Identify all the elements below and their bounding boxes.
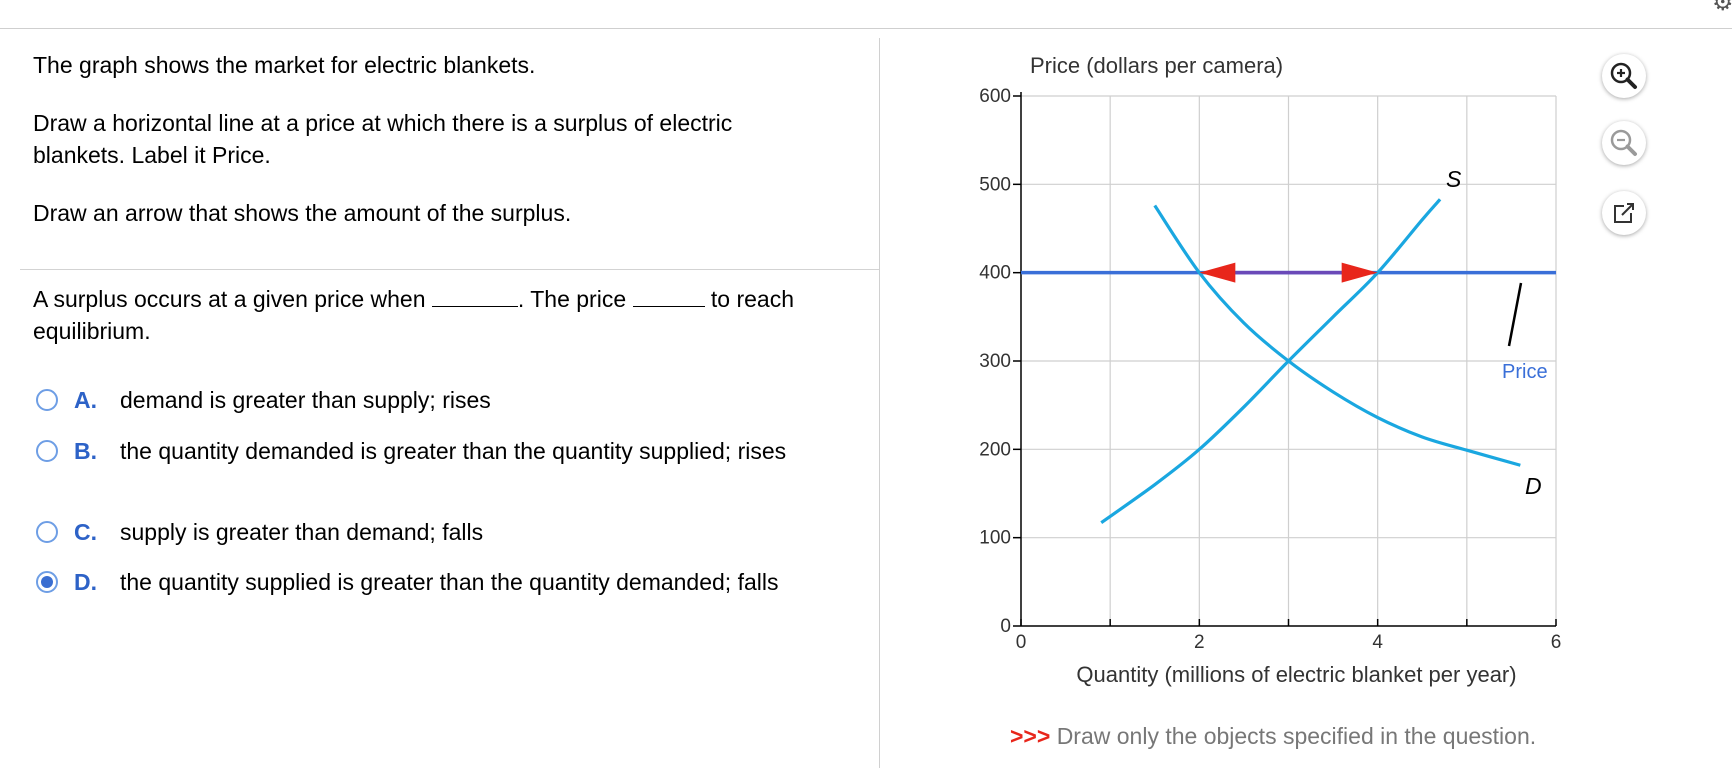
radio-a[interactable] — [36, 389, 58, 411]
radio-d-selected[interactable] — [36, 571, 58, 593]
note-text: Draw only the objects specified in the q… — [1056, 723, 1537, 749]
question-text: A surplus occurs at a given price when .… — [33, 283, 833, 347]
drawing-note: >>> Draw only the objects specified in t… — [1010, 723, 1536, 750]
external-link-icon — [1614, 202, 1635, 223]
blank-1 — [431, 286, 518, 307]
question-part-2: . The price — [517, 286, 627, 312]
y-tick-label: 300 — [979, 351, 1011, 372]
supply-label: S — [1446, 166, 1462, 192]
x-tick-label: 4 — [1372, 632, 1383, 653]
y-tick-label: 400 — [979, 263, 1011, 284]
y-axis-label: Price (dollars per camera) — [1030, 53, 1283, 78]
option-letter: B. — [74, 438, 97, 464]
y-tick-label: 600 — [979, 86, 1011, 107]
option-text: supply is greater than demand; falls — [120, 519, 484, 545]
option-letter: D. — [74, 569, 97, 595]
y-tick-label: 500 — [979, 174, 1011, 195]
x-axis-label: Quantity (millions of electric blanket p… — [1076, 662, 1516, 687]
demand-curve — [1153, 204, 1521, 467]
section-divider — [20, 269, 879, 270]
zoom-out-icon — [1610, 129, 1637, 156]
price-label-leader — [1507, 282, 1523, 347]
instruction-arrow: Draw an arrow that shows the amount of t… — [33, 200, 572, 226]
radio-b[interactable] — [36, 440, 58, 462]
option-text: the quantity supplied is greater than th… — [120, 569, 779, 595]
x-tick-label: 0 — [1016, 632, 1027, 653]
x-tick-label: 6 — [1551, 632, 1562, 653]
surplus-arrowhead-right — [1341, 262, 1378, 283]
price-label: Price — [1502, 361, 1548, 383]
zoom-out-button[interactable] — [1602, 121, 1646, 165]
zoom-in-button[interactable] — [1602, 54, 1646, 98]
question-part-1: A surplus occurs at a given price when — [33, 286, 426, 312]
option-letter: A. — [74, 387, 97, 413]
radio-c[interactable] — [36, 521, 58, 543]
popout-button[interactable] — [1602, 191, 1646, 235]
option-letter: C. — [74, 519, 97, 545]
x-tick-label: 2 — [1194, 632, 1205, 653]
instruction-price-line: Draw a horizontal line at a price at whi… — [33, 110, 733, 168]
y-tick-label: 200 — [979, 439, 1011, 460]
option-text: the quantity demanded is greater than th… — [120, 438, 787, 464]
y-tick-label: 100 — [979, 528, 1011, 549]
gear-icon[interactable]: ⚙ — [1712, 0, 1732, 16]
question-panel: The graph shows the market for electric … — [20, 52, 879, 595]
demand-label: D — [1525, 473, 1542, 499]
zoom-in-icon — [1610, 62, 1637, 89]
panel-divider — [879, 38, 880, 768]
note-marker: >>> — [1010, 723, 1051, 749]
y-tick-label: 0 — [1000, 616, 1011, 637]
intro-text: The graph shows the market for electric … — [33, 52, 536, 78]
top-divider — [0, 28, 1732, 29]
option-text: demand is greater than supply; rises — [120, 387, 491, 413]
question-part-3: to reach equilibrium. — [33, 286, 795, 344]
blank-2 — [632, 286, 705, 307]
surplus-arrowhead-left — [1199, 262, 1236, 283]
